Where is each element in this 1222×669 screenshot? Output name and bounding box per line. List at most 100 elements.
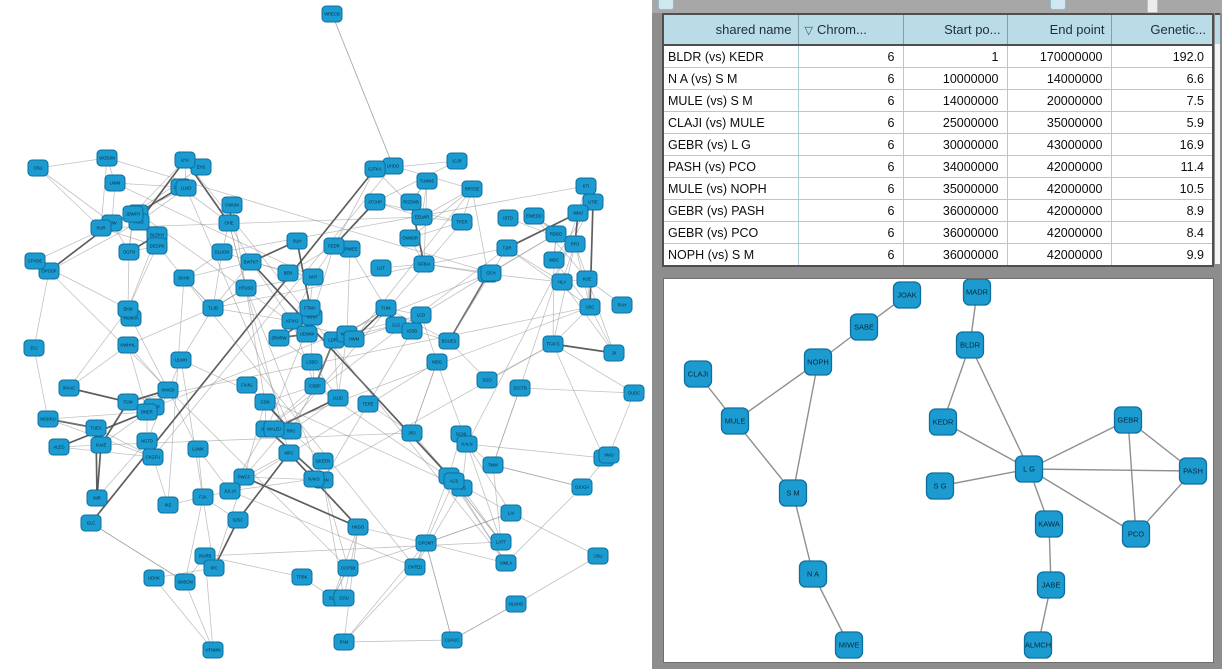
subnetwork-edge-SG-LG[interactable] <box>939 468 1030 487</box>
cell-end-point[interactable]: 170000000 <box>1006 45 1111 68</box>
table-row-5[interactable]: PASH (vs) PCO 6 34000000 42000000 11.4 <box>663 155 1213 178</box>
column-header-chromosome[interactable]: ▽ Chrom... <box>797 14 903 46</box>
network-node[interactable]: DLUGN <box>211 243 233 261</box>
cell-end-point[interactable]: 14000000 <box>1006 67 1111 90</box>
table-row-8[interactable]: GEBR (vs) PCO 6 36000000 42000000 8.4 <box>663 221 1213 244</box>
subnetwork-node-JOAK[interactable]: JOAK <box>892 281 922 309</box>
network-node[interactable]: KALN <box>456 435 478 453</box>
cell-genetic-distance[interactable]: 6.6 <box>1110 67 1213 90</box>
subnetwork-canvas[interactable]: JOAK SABE NOPH CLAJI MULE S M N A MIWE MADR BLDR K… <box>664 278 1213 662</box>
network-node[interactable]: HKGO <box>347 518 369 536</box>
large-network-canvas[interactable]: LUTCNTEDBWTKTLAIFUMUHOOTNGUSCBLEKHHTUSOO… <box>0 0 652 669</box>
network-node[interactable]: OCPSB <box>337 559 359 577</box>
cell-end-point[interactable]: 42000000 <box>1006 243 1111 267</box>
cell-end-point[interactable]: 42000000 <box>1006 199 1111 222</box>
network-node[interactable]: CKGFU <box>142 448 164 466</box>
network-node[interactable]: ACS <box>443 472 465 490</box>
subnetwork-edge-NOPH-SM[interactable] <box>792 361 819 494</box>
table-row-3[interactable]: CLAJI (vs) MULE 6 25000000 35000000 5.9 <box>663 111 1213 134</box>
network-node[interactable]: ATCHP <box>364 193 386 211</box>
cell-shared-name[interactable]: BLDR (vs) KEDR <box>663 45 798 68</box>
cell-start-position[interactable]: 35000000 <box>902 177 1007 200</box>
cell-start-position[interactable]: 1 <box>902 45 1007 68</box>
table-row-2[interactable]: MULE (vs) S M 6 14000000 20000000 7.5 <box>663 89 1213 112</box>
network-node[interactable]: FIAKL <box>236 376 258 394</box>
network-node[interactable]: BEN <box>277 264 299 282</box>
subnetwork-node-KEDR[interactable]: KEDR <box>928 408 958 436</box>
network-node[interactable]: ALEG <box>48 438 70 456</box>
network-node[interactable]: EIU <box>23 339 45 357</box>
cell-genetic-distance[interactable]: 7.5 <box>1110 89 1213 112</box>
network-node[interactable]: EWEDD <box>523 207 545 225</box>
network-node[interactable]: KWHHL <box>117 336 139 354</box>
network-node[interactable]: ICJR <box>446 152 468 170</box>
network-node[interactable]: KUE <box>576 270 598 288</box>
subnetwork-edge-LG-PCO[interactable] <box>1028 468 1137 535</box>
network-node[interactable]: FTMA <box>299 299 321 317</box>
cell-start-position[interactable]: 14000000 <box>902 89 1007 112</box>
network-node[interactable]: JII <box>603 344 625 362</box>
network-node[interactable]: OHE <box>218 214 240 232</box>
network-node[interactable]: JULUI <box>219 482 241 500</box>
network-node[interactable]: HTUSO <box>235 279 257 297</box>
network-node[interactable]: WMJ <box>567 204 589 222</box>
network-node[interactable]: TPER <box>451 213 473 231</box>
network-node[interactable]: MDG <box>426 353 448 371</box>
table-row-9[interactable]: NOPH (vs) S M 6 36000000 42000000 9.9 <box>663 243 1213 267</box>
subnetwork-node-CLAJI[interactable]: CLAJI <box>683 360 713 388</box>
network-node[interactable]: TMW <box>482 456 504 474</box>
network-node[interactable]: PAM <box>333 633 355 651</box>
subnetwork-node-BLDR[interactable]: BLDR <box>955 331 985 359</box>
cell-chromosome[interactable]: 6 <box>797 111 903 134</box>
subnetwork-edge-LG-GEBR[interactable] <box>1028 419 1129 470</box>
network-node[interactable]: GPOMT <box>415 534 437 552</box>
cell-end-point[interactable]: 35000000 <box>1006 111 1111 134</box>
cell-start-position[interactable]: 30000000 <box>902 133 1007 156</box>
cell-chromosome[interactable]: 6 <box>797 89 903 112</box>
network-node[interactable]: IMR <box>86 489 108 507</box>
network-node[interactable]: OUDC <box>623 384 645 402</box>
column-header-shared-name[interactable]: shared name <box>663 14 798 46</box>
network-node[interactable]: UJJC <box>327 389 349 407</box>
network-node[interactable]: SGO <box>476 371 498 389</box>
network-node[interactable]: RDBO <box>545 225 567 243</box>
cell-chromosome[interactable]: 6 <box>797 177 903 200</box>
network-node[interactable]: OSU <box>27 159 49 177</box>
network-node[interactable]: FJA <box>192 488 214 506</box>
network-node[interactable]: MGKKU <box>37 410 59 428</box>
network-node[interactable]: OGTN <box>118 243 140 261</box>
network-node[interactable]: NHT <box>302 268 324 286</box>
network-node[interactable]: RRJ <box>564 235 586 253</box>
network-node[interactable]: LUMK <box>187 440 209 458</box>
cell-chromosome[interactable]: 6 <box>797 45 903 68</box>
network-node[interactable]: TPBK <box>291 568 313 586</box>
cell-shared-name[interactable]: GEBR (vs) L G <box>663 133 798 156</box>
network-node[interactable]: PWCF <box>233 468 255 486</box>
network-node[interactable]: BGUES <box>438 332 460 350</box>
subnetwork-edge-LG-PASH[interactable] <box>1028 468 1194 472</box>
subnetwork-node-SABE[interactable]: SABE <box>849 313 879 341</box>
network-node[interactable]: JDWFH <box>122 205 144 223</box>
network-node[interactable]: LSBO <box>301 353 323 371</box>
column-header-start-position[interactable]: Start po... <box>902 14 1007 46</box>
network-node[interactable]: SKHK <box>173 269 195 287</box>
network-node[interactable]: ONMSR <box>399 229 421 247</box>
network-node[interactable]: IKE <box>157 496 179 514</box>
network-node[interactable]: LUT <box>370 259 392 277</box>
cell-chromosome[interactable]: 6 <box>797 221 903 244</box>
cell-end-point[interactable]: 20000000 <box>1006 89 1111 112</box>
cell-start-position[interactable]: 25000000 <box>902 111 1007 134</box>
network-node[interactable]: GSN <box>254 393 276 411</box>
column-header-genetic[interactable]: Genetic... <box>1110 14 1213 46</box>
cell-start-position[interactable]: 34000000 <box>902 155 1007 178</box>
network-node[interactable]: UWM <box>104 174 126 192</box>
subnetwork-edge-NOPH-MULE[interactable] <box>734 361 819 422</box>
cell-start-position[interactable]: 36000000 <box>902 199 1007 222</box>
cell-shared-name[interactable]: NOPH (vs) S M <box>663 243 798 267</box>
network-node[interactable]: IPC <box>203 559 225 577</box>
network-node[interactable]: TUNNS <box>416 172 438 190</box>
network-node[interactable]: BWTKT <box>240 253 262 271</box>
network-node[interactable]: FUM <box>375 299 397 317</box>
network-node[interactable]: UHOO <box>382 157 404 175</box>
network-node[interactable]: RCEWB <box>400 193 422 211</box>
